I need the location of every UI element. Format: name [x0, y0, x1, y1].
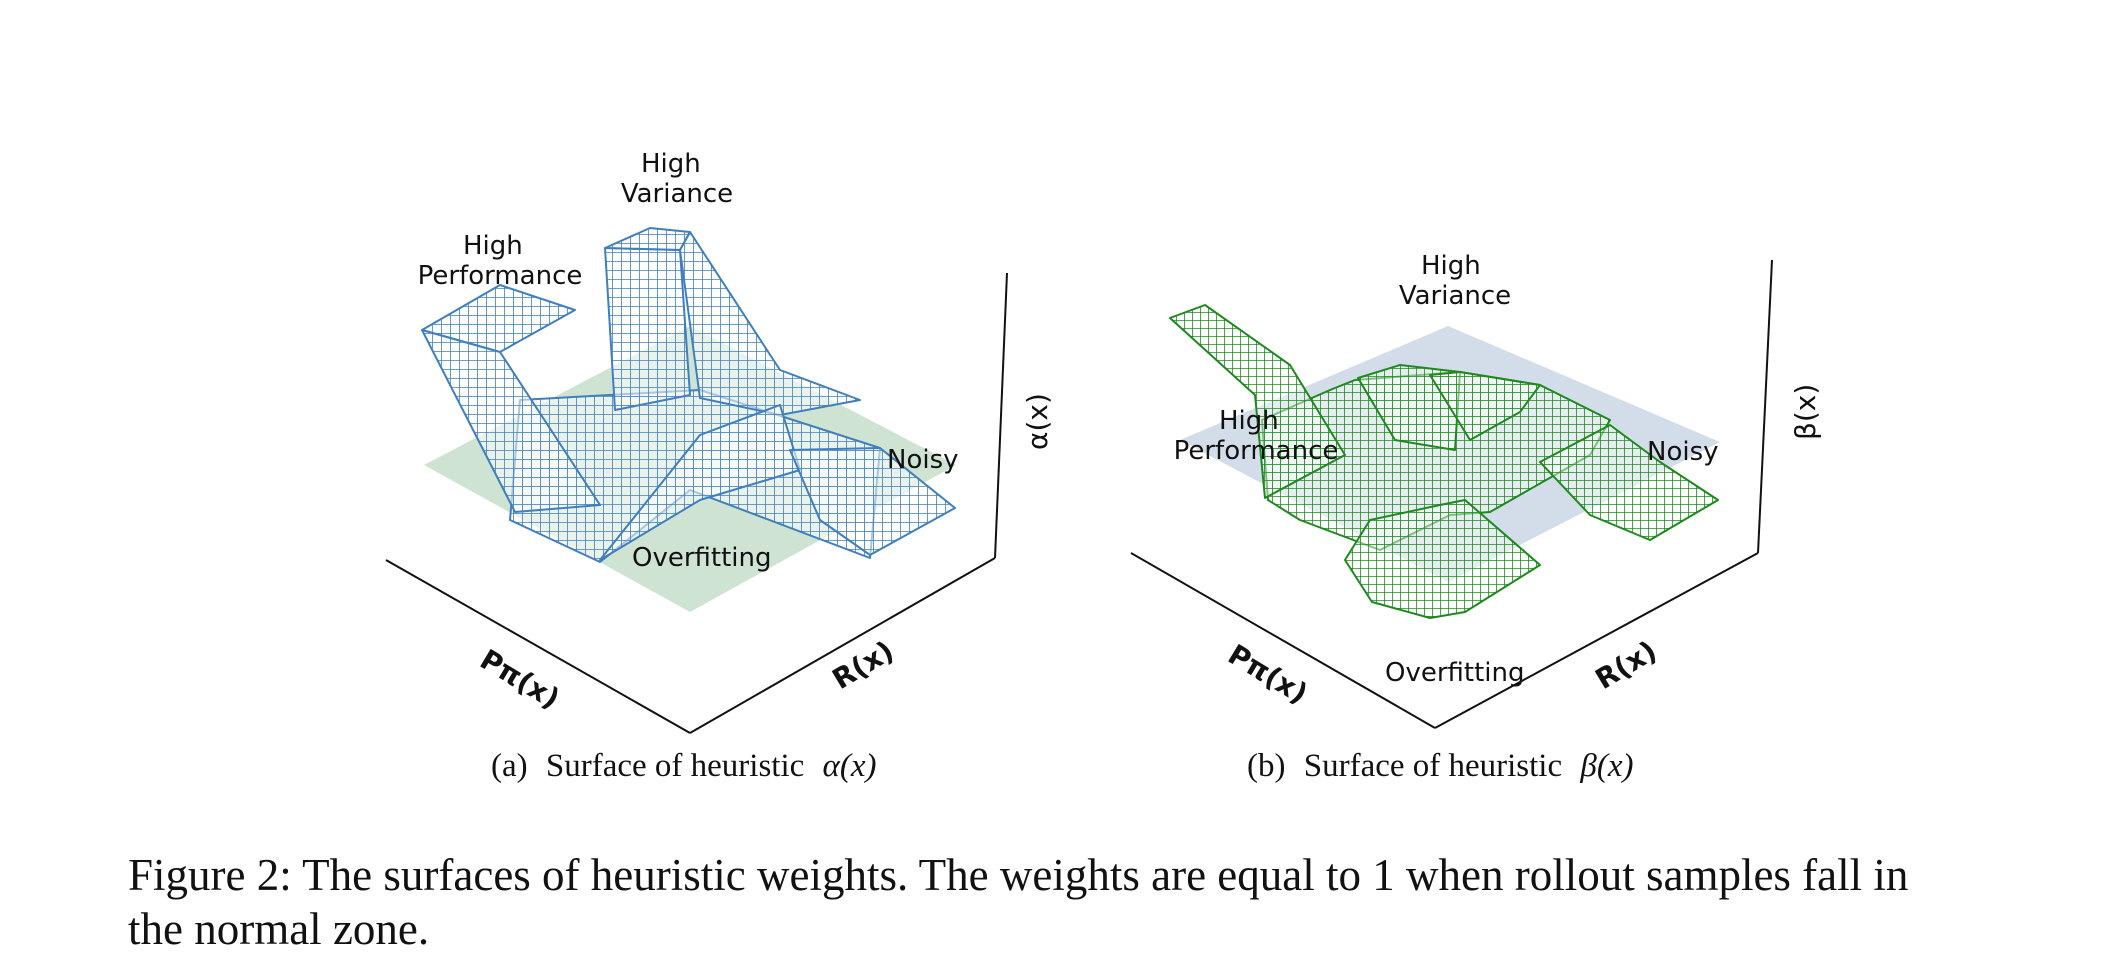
- panel-b-label-high-performance-line1: High: [1219, 406, 1279, 436]
- panel-a-high-performance-wall: [421, 329, 601, 513]
- panel-a-label-high-variance: High Variance: [621, 149, 733, 209]
- panel-a-label-noisy: Noisy: [887, 445, 959, 475]
- panel-a-z-axis-label: α(x): [1021, 393, 1054, 450]
- panel-b-surface: [1169, 304, 1719, 619]
- panel-a-subcaption-text: Surface of heuristic: [546, 748, 804, 784]
- panel-b-label-overfitting: Overfitting: [1385, 658, 1525, 688]
- panel-b-label-noisy: Noisy: [1647, 437, 1719, 467]
- panel-a-high-variance-wall: [604, 247, 691, 411]
- panel-b-axes: [1130, 259, 1773, 729]
- panel-a-axes: [385, 272, 1008, 734]
- figure-caption-line-2: the normal zone.: [128, 904, 430, 954]
- panel-a-overfitting-ramp: [599, 404, 801, 561]
- panel-a-y-axis-line: [689, 557, 996, 734]
- panel-b-label-high-performance-line2: Performance: [1174, 436, 1339, 466]
- panel-b-x-axis-label: Pπ(x): [1222, 638, 1313, 711]
- panel-b-subcaption: (b) Surface of heuristic β(x): [1247, 748, 1633, 784]
- panel-b-z-axis-label: β(x): [1789, 384, 1822, 440]
- panel-b-label-high-performance: High Performance: [1174, 406, 1339, 466]
- panel-b-x-axis-line: [1130, 552, 1436, 729]
- panel-b-overfitting-dip: [1344, 499, 1541, 619]
- panel-b-subcaption-tag: (b): [1247, 748, 1285, 784]
- panel-b: High Variance High Performance Noisy Ove…: [1130, 251, 1822, 784]
- figure-caption-line-1: Figure 2: The surfaces of heuristic weig…: [128, 850, 1909, 900]
- panel-a-label-high-variance-line2: Variance: [621, 179, 733, 209]
- panel-b-label-high-variance: High Variance: [1399, 251, 1511, 311]
- panel-a-z-axis-line: [994, 272, 1008, 559]
- panel-a-label-high-performance-line2: Performance: [418, 261, 583, 291]
- panel-a-surface: [421, 227, 956, 563]
- panel-b-noisy-arm: [1539, 424, 1719, 541]
- panel-a-y-axis-label: R(x): [827, 634, 900, 696]
- panel-a-label-high-performance: High Performance: [418, 231, 583, 291]
- panel-a-high-variance-top: [604, 227, 691, 251]
- panel-b-subcaption-symbol: β(x): [1579, 748, 1633, 784]
- panel-a-subcaption-tag: (a): [491, 748, 528, 784]
- panel-a-label-high-variance-line1: High: [641, 149, 701, 179]
- panel-a-subcaption-symbol: α(x): [823, 748, 877, 784]
- panel-b-subcaption-text: Surface of heuristic: [1304, 748, 1562, 784]
- panel-b-label-high-variance-line2: Variance: [1399, 281, 1511, 311]
- panel-b-label-high-variance-line1: High: [1421, 251, 1481, 281]
- panel-a-subcaption: (a) Surface of heuristic α(x): [491, 748, 877, 784]
- panel-b-high-performance-arm: [1169, 304, 1346, 499]
- panel-a: High Performance High Variance Noisy Ove…: [385, 149, 1054, 784]
- panel-a-high-variance-slope: [679, 231, 861, 416]
- panel-a-label-overfitting: Overfitting: [632, 543, 772, 573]
- panel-b-z-axis-line: [1757, 259, 1773, 554]
- panel-a-x-axis-line: [385, 559, 691, 734]
- panel-b-high-variance-top: [1429, 371, 1541, 441]
- figure-caption: Figure 2: The surfaces of heuristic weig…: [128, 848, 2058, 956]
- panel-b-y-axis-label: R(x): [1590, 634, 1663, 696]
- panel-b-y-axis-line: [1434, 552, 1759, 729]
- panel-a-noisy-step: [789, 447, 956, 556]
- panel-a-label-high-performance-line1: High: [463, 231, 523, 261]
